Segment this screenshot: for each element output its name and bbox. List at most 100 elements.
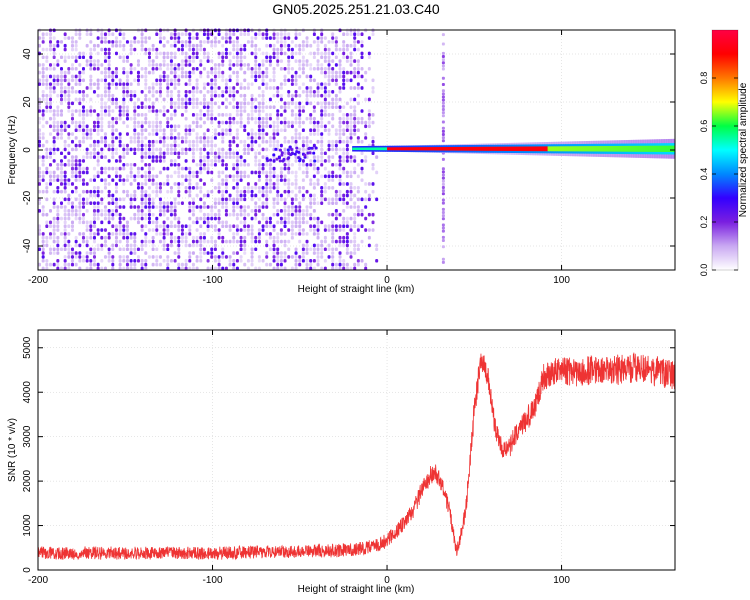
spectrogram-cell xyxy=(338,235,342,240)
spectrogram-cell xyxy=(228,113,232,117)
spectrogram-cell xyxy=(151,262,155,267)
spectrogram-cell xyxy=(268,63,272,67)
spectrogram-cell xyxy=(283,151,287,156)
spectrogram-line-core xyxy=(373,147,376,151)
spectrogram-cell xyxy=(173,78,177,83)
spectrogram-cell xyxy=(67,243,71,248)
spectrogram-cell xyxy=(224,78,228,83)
spectrogram-cell xyxy=(283,43,287,48)
spectrogram-cell xyxy=(316,36,320,40)
spectrogram-cell xyxy=(96,159,100,163)
spectrogram-cell xyxy=(107,120,111,125)
spectrogram-cell xyxy=(144,216,148,221)
spectrogram-cell xyxy=(81,93,85,98)
spectrogram-cells xyxy=(38,28,676,271)
spectrogram-cell xyxy=(287,228,291,232)
spectrogram-cell xyxy=(283,224,287,228)
spectrogram-cell xyxy=(136,63,140,67)
spectrogram-cell xyxy=(177,216,181,221)
spectrogram-cell xyxy=(144,232,148,236)
spectrogram-cell xyxy=(210,90,214,94)
spectrogram-cell xyxy=(144,205,148,209)
spectrogram-cell xyxy=(276,86,280,90)
spectrogram-cell xyxy=(136,59,140,63)
spectrogram-cell xyxy=(353,47,357,52)
spectrogram-cell xyxy=(243,159,247,163)
spectrogram-cell xyxy=(213,93,217,98)
spectrogram-cell xyxy=(210,151,214,156)
spectrogram-cell xyxy=(221,55,225,60)
spectrogram-cell xyxy=(228,63,232,67)
spectrogram-cell xyxy=(268,224,272,228)
spectrogram-cell xyxy=(147,139,151,144)
spectrogram-cell xyxy=(136,136,140,140)
spectrogram-cell xyxy=(147,228,151,232)
spectrogram-cell xyxy=(111,101,115,106)
spectrogram-cell xyxy=(243,109,247,113)
spectrogram-cell xyxy=(56,166,60,171)
spectrogram-cell xyxy=(199,224,203,228)
spectrogram-cell xyxy=(48,109,52,113)
spectrogram-cell xyxy=(265,239,269,244)
spectrogram-cell xyxy=(136,132,140,136)
spectrogram-cell xyxy=(371,32,375,36)
spectrogram-cell xyxy=(342,170,346,175)
spectrogram-cell xyxy=(257,66,261,71)
spectrogram-cell xyxy=(290,189,294,194)
spectrogram-cell xyxy=(184,128,188,132)
spectrogram-cell xyxy=(151,166,155,171)
spectrogram-cell xyxy=(331,266,335,271)
spectrogram-cell xyxy=(312,216,316,221)
spectrogram-cell xyxy=(224,220,228,225)
spectrogram-cell xyxy=(144,189,148,194)
spectrogram-cell xyxy=(349,97,353,102)
spectrogram-blob-cell xyxy=(275,157,279,161)
spectrogram-cell xyxy=(265,70,269,75)
spectrogram-cell xyxy=(107,59,111,63)
spectrogram-cell xyxy=(70,63,74,67)
spectrogram-cell xyxy=(268,170,272,175)
spectrogram-cell xyxy=(210,82,214,86)
spectrogram-cell xyxy=(129,40,133,44)
spectrogram-cell xyxy=(272,66,276,71)
spectrogram-cell xyxy=(166,66,170,71)
spectrogram-cell xyxy=(41,74,45,79)
spectrogram-cell xyxy=(221,43,225,48)
spectrogram-line-core xyxy=(659,145,662,152)
spectrogram-cell xyxy=(279,197,283,202)
spectrogram-cell xyxy=(254,182,258,186)
spectrogram-y-axis-label: Frequency (Hz) xyxy=(7,116,18,185)
spectrogram-cell xyxy=(100,139,104,144)
spectrogram-cell xyxy=(52,178,56,182)
spectrogram-cell xyxy=(265,174,269,179)
spectrogram-cell xyxy=(290,120,294,125)
spectrogram-cell xyxy=(331,124,335,129)
spectrogram-cell xyxy=(331,239,335,244)
spectrogram-cell xyxy=(261,166,265,171)
spectrogram-cell xyxy=(254,116,258,121)
spectrogram-line-core xyxy=(615,145,618,152)
spectrogram-cell xyxy=(191,220,195,225)
spectrogram-cell xyxy=(151,159,155,163)
spectrogram-cell xyxy=(338,124,342,129)
spectrogram-cell xyxy=(276,132,280,136)
spectrogram-cell xyxy=(151,59,155,63)
spectrogram-cell xyxy=(114,43,118,48)
spectrogram-cell xyxy=(140,120,144,125)
spectrogram-cell xyxy=(195,120,199,125)
spectrogram-cell xyxy=(327,143,331,148)
spectrogram-cell xyxy=(133,105,137,109)
spectrogram-cell xyxy=(122,147,126,152)
spectrogram-cell xyxy=(140,166,144,171)
spectrogram-cell xyxy=(122,59,126,63)
spectrogram-cell xyxy=(74,189,78,194)
spectrogram-cell xyxy=(184,174,188,179)
spectrogram-cell xyxy=(103,74,107,79)
spectrogram-cell xyxy=(261,147,265,152)
spectrogram-cell xyxy=(232,266,236,271)
spectrogram-stripe-cell xyxy=(441,217,445,221)
spectrogram-stripe-cell xyxy=(441,189,445,193)
spectrogram-cell xyxy=(70,159,74,163)
spectrogram-cell xyxy=(144,197,148,202)
spectrogram-cell xyxy=(162,212,166,217)
